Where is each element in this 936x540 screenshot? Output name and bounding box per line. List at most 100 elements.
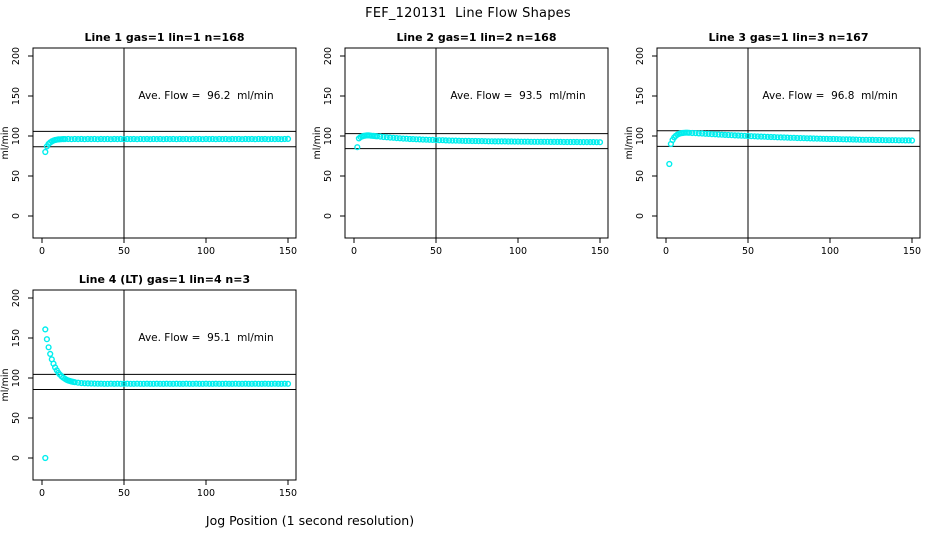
data-point	[222, 135, 229, 143]
x-tick-label: 150	[279, 246, 297, 257]
data-point	[248, 135, 256, 143]
x-tick-label: 100	[821, 246, 839, 257]
data-point	[120, 136, 128, 143]
ave-flow-annotation: Ave. Flow = 93.5 ml/min	[450, 90, 585, 102]
data-point	[43, 336, 51, 343]
data-point	[42, 454, 49, 462]
data-point	[577, 138, 584, 146]
data-point	[173, 380, 180, 387]
data-point	[97, 380, 105, 387]
data-point	[166, 135, 174, 143]
data-points	[42, 326, 292, 462]
data-point	[157, 380, 164, 387]
data-point	[590, 138, 597, 146]
data-point	[107, 136, 115, 143]
data-point	[495, 138, 502, 145]
data-point	[511, 138, 518, 145]
data-point	[68, 136, 75, 143]
data-point	[560, 138, 568, 146]
data-point	[212, 136, 219, 143]
data-point	[120, 380, 128, 387]
data-point	[183, 380, 190, 387]
data-point	[465, 137, 472, 145]
y-tick-label: 200	[11, 289, 22, 307]
y-tick-label: 50	[11, 170, 22, 182]
x-tick-label: 100	[197, 246, 215, 257]
data-point	[409, 135, 417, 143]
x-tick-label: 50	[118, 488, 130, 499]
data-point	[475, 137, 482, 145]
data-point	[88, 135, 95, 143]
x-tick-label: 50	[742, 246, 754, 257]
data-point	[232, 380, 239, 387]
data-point	[134, 136, 141, 143]
data-point	[810, 135, 817, 142]
data-point	[406, 135, 413, 143]
data-point	[229, 380, 236, 387]
data-point	[261, 135, 269, 143]
data-point	[179, 135, 187, 143]
data-point	[107, 380, 115, 387]
data-point	[853, 136, 860, 143]
data-point	[748, 133, 755, 140]
data-point	[199, 380, 206, 387]
data-point	[514, 138, 522, 145]
data-point	[781, 134, 788, 141]
data-point	[84, 135, 92, 143]
data-point	[278, 136, 285, 143]
data-point	[219, 380, 226, 387]
data-point	[265, 136, 272, 143]
data-point	[71, 379, 78, 386]
y-axis-title: ml/min	[0, 368, 11, 401]
data-point	[134, 380, 141, 387]
data-point	[455, 137, 463, 144]
data-point	[823, 135, 830, 143]
data-point	[104, 380, 111, 387]
data-point	[419, 136, 427, 143]
data-point	[232, 135, 239, 143]
data-point	[695, 130, 702, 137]
data-point	[567, 138, 574, 146]
data-point	[501, 138, 509, 145]
data-point	[386, 134, 394, 141]
data-point	[65, 135, 72, 143]
ave-flow-annotation: Ave. Flow = 96.2 ml/min	[138, 90, 273, 102]
x-tick-label: 50	[118, 246, 130, 257]
data-point	[531, 138, 538, 145]
data-point	[905, 137, 912, 144]
y-tick-label: 200	[323, 47, 334, 65]
data-point	[74, 135, 82, 143]
y-tick-label: 150	[323, 87, 334, 105]
data-point	[354, 144, 361, 151]
data-point	[84, 380, 92, 387]
data-point	[130, 135, 137, 143]
data-point	[390, 134, 397, 141]
data-point	[876, 136, 883, 144]
data-point	[157, 135, 164, 143]
y-tick-label: 100	[11, 127, 22, 145]
data-point	[235, 135, 242, 143]
data-point	[557, 138, 564, 146]
data-point	[731, 132, 739, 139]
data-point	[239, 380, 246, 387]
chart-svg-line-1: Line 1 gas=1 lin=1 n=168 0 50 100 150 0 50 100 1…	[0, 31, 297, 257]
y-tick-label: 150	[11, 87, 22, 105]
data-point	[284, 380, 292, 387]
data-point	[114, 135, 121, 143]
data-point	[712, 131, 719, 138]
data-point	[551, 138, 558, 146]
data-point	[114, 380, 121, 387]
data-point	[150, 135, 157, 143]
chart-svg-line-4: Line 4 (LT) gas=1 lin=4 n=3 0 50 100 150 0 50 1…	[0, 273, 297, 499]
data-point	[685, 129, 693, 136]
y-tick-label: 50	[11, 412, 22, 424]
subplot-line-4: Line 4 (LT) gas=1 lin=4 n=3 0 50 100 150 0 50 1…	[0, 270, 312, 502]
data-point	[547, 138, 554, 146]
data-point	[78, 135, 85, 143]
data-point	[45, 344, 52, 351]
data-point	[436, 137, 443, 144]
data-point	[202, 135, 210, 143]
data-point	[692, 129, 699, 137]
data-point	[245, 135, 252, 143]
data-point	[209, 135, 216, 143]
